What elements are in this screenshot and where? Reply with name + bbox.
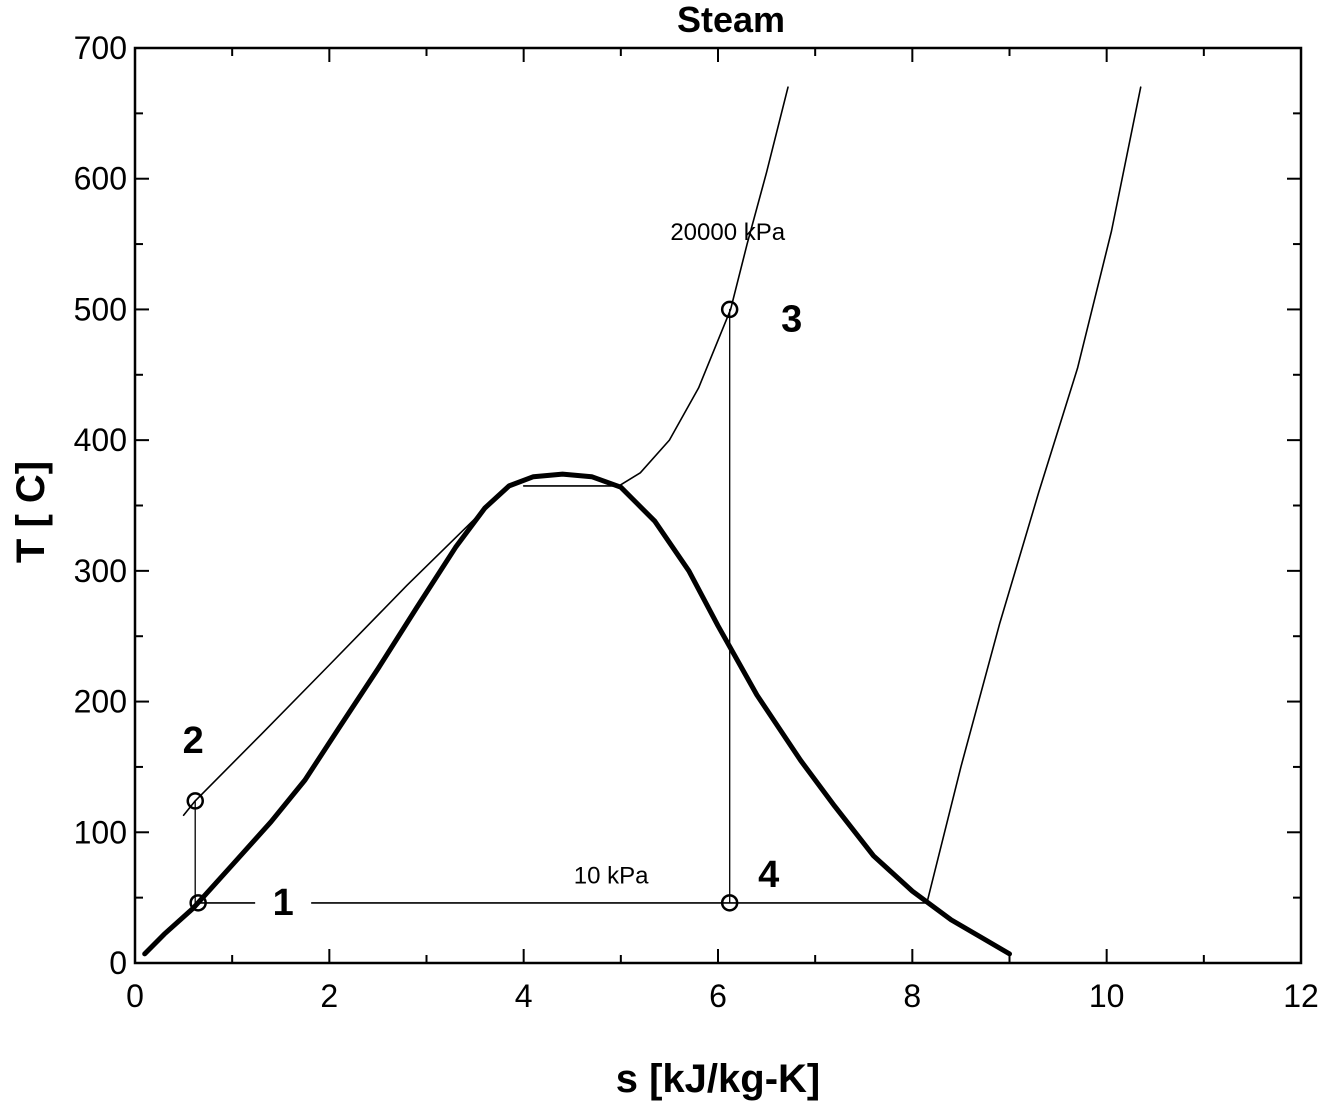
state-point-1-marker: [189, 894, 207, 912]
label-background: [740, 852, 797, 897]
state-point-1-label: 1: [273, 882, 294, 924]
plot-frame: [133, 46, 1303, 965]
state-point-3-label: 3: [781, 298, 802, 340]
y-tick-label: 700: [74, 30, 127, 66]
x-tick-label: 6: [709, 978, 727, 1014]
x-tick-label: 2: [320, 978, 338, 1014]
x-tick-label: 0: [126, 978, 144, 1014]
series-group: [142, 86, 1142, 957]
isobar-line: [194, 86, 1142, 904]
y-tick-label: 500: [74, 291, 127, 327]
isobar-line: [522, 86, 789, 487]
y-tick-label: 300: [74, 553, 127, 589]
x-tick-label: 8: [903, 978, 921, 1014]
x-axis-label: s [kJ/kg-K]: [616, 1057, 821, 1101]
y-tick-label: 600: [74, 161, 127, 197]
state-point-3-marker: [720, 300, 739, 319]
state-point-2-marker: [186, 792, 204, 810]
y-tick-label: 400: [74, 422, 127, 458]
text-labels: 1 2 3 4 20000 kPa 10 kPa: [183, 219, 802, 925]
state-point-2-label: 2: [183, 720, 204, 762]
y-tick-label: 200: [74, 684, 127, 720]
label-background: [255, 880, 312, 925]
isobar-annotation: 20000 kPa: [670, 219, 785, 246]
label-background: [557, 855, 666, 890]
x-tick-label: 12: [1283, 978, 1319, 1014]
y-axis-label: T [ C]: [9, 461, 53, 563]
state-point-4-label: 4: [758, 854, 779, 896]
chart-title: Steam: [677, 0, 785, 40]
x-tick-label: 4: [515, 978, 533, 1014]
saturation-dome-line: [142, 471, 1012, 957]
x-tick-label: 10: [1089, 978, 1125, 1014]
state-points: [186, 300, 739, 912]
y-tick-label: 100: [74, 814, 127, 850]
y-tick-label: 0: [109, 945, 127, 981]
state-point-4-marker: [720, 894, 739, 912]
isobar-annotation: 10 kPa: [574, 862, 649, 889]
